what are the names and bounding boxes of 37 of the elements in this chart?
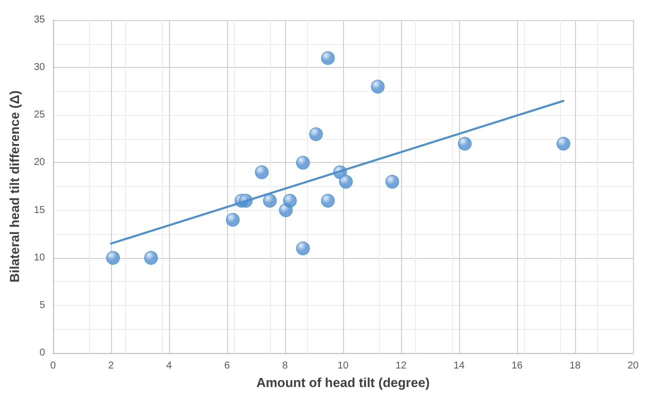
point bbox=[458, 136, 472, 151]
x-tick-label: 10 bbox=[337, 360, 349, 372]
x-tick-label: 2 bbox=[108, 360, 114, 372]
x-tick-label: 16 bbox=[511, 360, 523, 372]
y-tick-label: 25 bbox=[34, 110, 46, 121]
y-tick-label: 30 bbox=[34, 62, 46, 74]
x-tick-label: 0 bbox=[50, 360, 56, 372]
point bbox=[263, 194, 277, 208]
point bbox=[309, 127, 323, 142]
point bbox=[321, 194, 335, 208]
y-tick-label: 0 bbox=[39, 348, 46, 358]
x-tick-label: 18 bbox=[569, 360, 581, 372]
y-axis-title: Bilateral head tilt difference (Δ) bbox=[7, 90, 22, 283]
point bbox=[283, 194, 297, 208]
x-tick-label: 6 bbox=[224, 360, 230, 372]
x-tick-label: 12 bbox=[395, 360, 407, 372]
y-tick-label: 15 bbox=[34, 204, 46, 216]
x-tick-label: 20 bbox=[627, 360, 639, 372]
y-tick-label: 20 bbox=[34, 157, 46, 168]
point bbox=[106, 250, 120, 265]
point bbox=[144, 250, 158, 265]
y-tick-label: 10 bbox=[34, 252, 46, 264]
point bbox=[321, 51, 335, 65]
y-tick-label: 5 bbox=[39, 300, 46, 311]
point bbox=[296, 241, 310, 256]
x-axis-title: Amount of head tilt (degree) bbox=[256, 374, 430, 390]
x-tick-label: 4 bbox=[166, 360, 172, 372]
point bbox=[370, 80, 385, 94]
point bbox=[226, 212, 240, 227]
point bbox=[339, 174, 353, 189]
point bbox=[556, 136, 570, 151]
x-tick-label: 14 bbox=[453, 360, 465, 372]
x-tick-label: 8 bbox=[282, 360, 288, 372]
point bbox=[385, 174, 400, 189]
point bbox=[296, 156, 310, 170]
y-tick-label: 35 bbox=[34, 14, 46, 26]
point bbox=[254, 165, 269, 180]
